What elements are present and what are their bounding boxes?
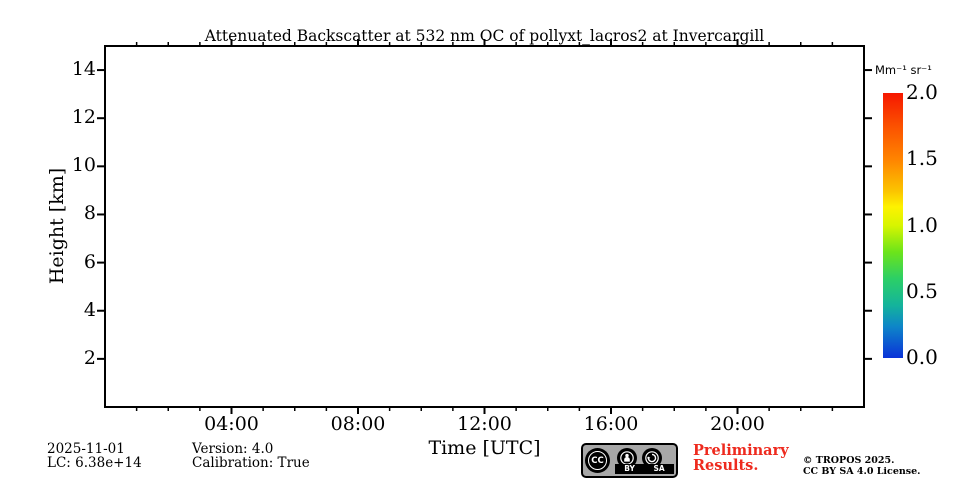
colorbar-unit-label: Mm⁻¹ sr⁻¹ (875, 63, 932, 77)
colorbar-tick-label: 1.5 (906, 146, 938, 171)
colorbar (883, 93, 903, 358)
footer-date-block: 2025-11-01 LC: 6.38e+14 (47, 442, 142, 470)
sa-label: SA (653, 464, 665, 473)
x-tick-label: 04:00 (204, 413, 259, 435)
y-tick-label: 6 (83, 250, 96, 273)
preliminary-note: Preliminary Results. (693, 442, 789, 474)
calibration-text: Calibration: True (192, 455, 310, 471)
colorbar-tick-label: 0.0 (906, 345, 938, 369)
colorbar-tick-label: 1.0 (906, 212, 938, 237)
y-tick-label: 2 (83, 346, 96, 369)
copyright-note: © TROPOS 2025. CC BY SA 4.0 License. (803, 455, 921, 477)
colorbar-tick-label: 0.5 (906, 278, 938, 303)
y-tick-label: 8 (83, 202, 96, 225)
chart-title: Attenuated Backscatter at 532 nm OC of p… (204, 27, 765, 45)
y-tick-label: 14 (71, 58, 96, 81)
cc-icon: CC (585, 448, 610, 473)
measurement-date: 2025-11-01 (47, 441, 125, 457)
x-tick-label: 08:00 (330, 413, 386, 435)
cc-license-badge: CC BY SA (581, 443, 678, 478)
x-tick-label: 20:00 (710, 413, 765, 435)
colorbar-tick-label: 2.0 (906, 80, 938, 104)
by-label: BY (624, 464, 635, 473)
y-tick-label: 4 (83, 298, 96, 321)
y-tick-label: 10 (71, 154, 96, 177)
x-axis-label: Time [UTC] (428, 437, 541, 459)
version-text: Version: 4.0 (192, 441, 274, 457)
y-tick-label: 12 (71, 106, 96, 129)
cc-badge-strip: BY SA (615, 464, 674, 474)
lidar-constant: LC: 6.38e+14 (47, 455, 142, 471)
attribution-person-icon (617, 448, 637, 468)
x-tick-label: 12:00 (457, 413, 512, 435)
x-tick-label: 16:00 (583, 413, 639, 435)
footer-version-block: Version: 4.0 Calibration: True (192, 442, 310, 470)
